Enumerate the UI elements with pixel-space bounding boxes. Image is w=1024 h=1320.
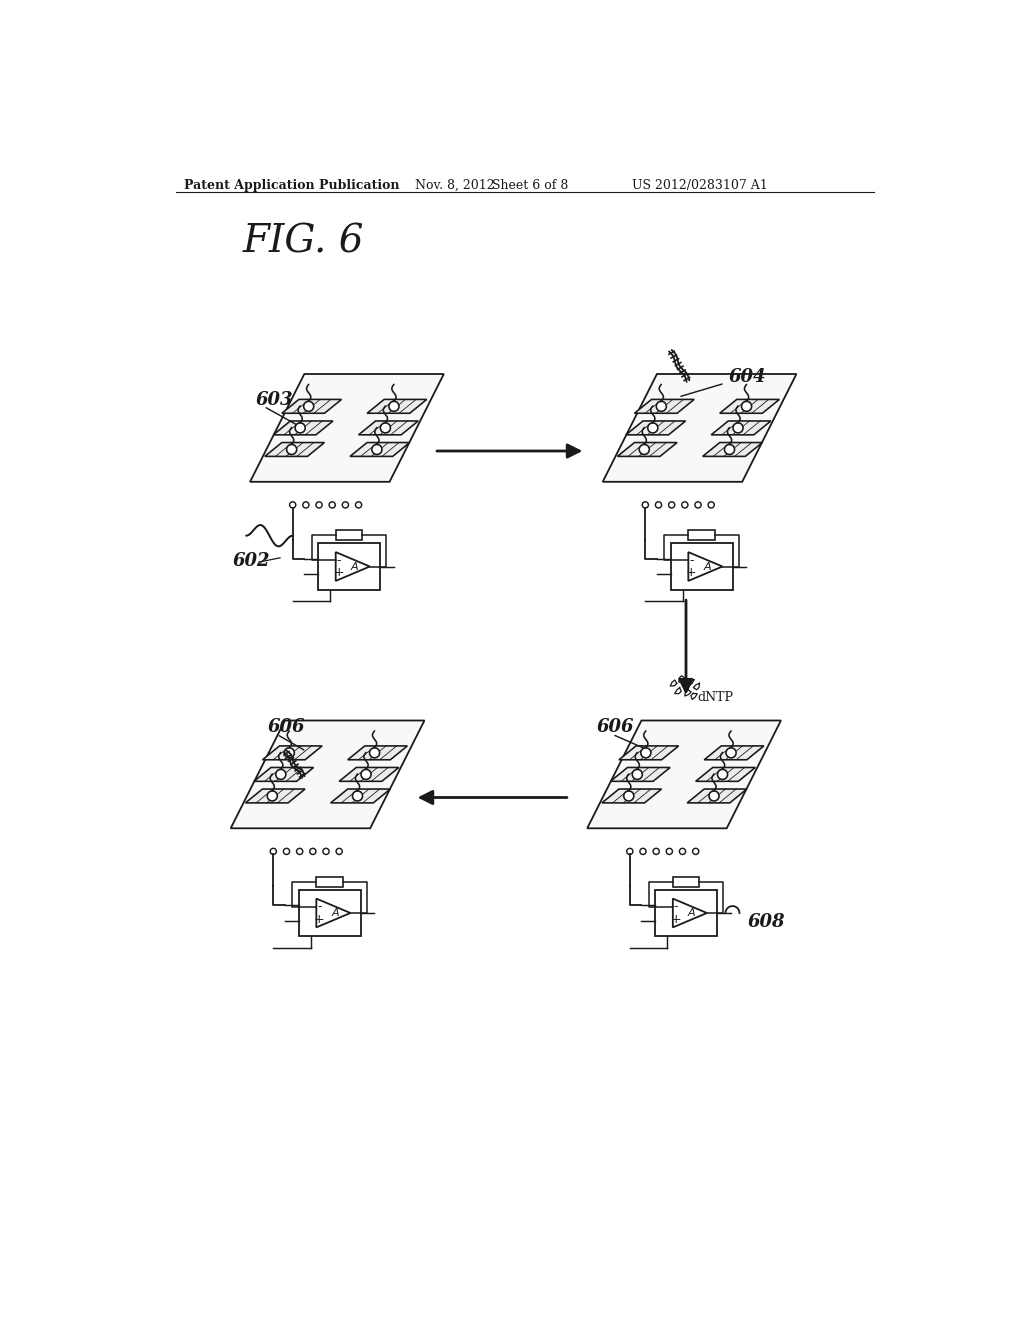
- Polygon shape: [273, 421, 333, 434]
- Text: US 2012/0283107 A1: US 2012/0283107 A1: [632, 180, 768, 193]
- Polygon shape: [254, 767, 313, 781]
- Text: -: -: [317, 900, 322, 913]
- Polygon shape: [687, 789, 746, 803]
- Polygon shape: [230, 721, 424, 829]
- Bar: [655, 890, 717, 936]
- Polygon shape: [702, 442, 762, 457]
- Circle shape: [724, 445, 734, 454]
- Text: Patent Application Publication: Patent Application Publication: [183, 180, 399, 193]
- Circle shape: [733, 422, 743, 433]
- Polygon shape: [587, 721, 781, 829]
- Polygon shape: [617, 442, 677, 457]
- Text: A: A: [687, 908, 695, 917]
- Bar: [317, 544, 380, 590]
- Polygon shape: [705, 746, 764, 760]
- Text: +: +: [686, 566, 696, 579]
- Text: -: -: [337, 554, 341, 566]
- Polygon shape: [720, 400, 779, 413]
- Circle shape: [361, 770, 371, 779]
- Text: 606: 606: [597, 718, 635, 737]
- Polygon shape: [635, 400, 694, 413]
- Text: Nov. 8, 2012: Nov. 8, 2012: [415, 180, 495, 193]
- Text: FIG. 6: FIG. 6: [243, 224, 365, 261]
- Text: 603: 603: [256, 391, 293, 409]
- Text: A: A: [331, 908, 339, 917]
- Polygon shape: [603, 374, 797, 482]
- Bar: [671, 544, 732, 590]
- Polygon shape: [712, 421, 771, 434]
- Circle shape: [267, 791, 278, 801]
- Circle shape: [380, 422, 390, 433]
- Circle shape: [639, 445, 649, 454]
- Circle shape: [741, 401, 752, 412]
- Circle shape: [632, 770, 642, 779]
- Circle shape: [352, 791, 362, 801]
- Circle shape: [648, 422, 657, 433]
- Text: +: +: [671, 912, 681, 925]
- Bar: [336, 531, 362, 540]
- Bar: [299, 890, 360, 936]
- Bar: [673, 876, 699, 887]
- Text: Sheet 6 of 8: Sheet 6 of 8: [493, 180, 568, 193]
- Polygon shape: [602, 789, 662, 803]
- Circle shape: [287, 445, 297, 454]
- Circle shape: [656, 401, 667, 412]
- Circle shape: [370, 748, 380, 758]
- Text: 602: 602: [232, 553, 270, 570]
- Polygon shape: [626, 421, 686, 434]
- Polygon shape: [610, 767, 670, 781]
- Circle shape: [285, 748, 294, 758]
- Circle shape: [275, 770, 286, 779]
- Circle shape: [624, 791, 634, 801]
- Text: 608: 608: [748, 913, 785, 931]
- Text: +: +: [314, 912, 325, 925]
- Text: 606: 606: [267, 718, 305, 737]
- Circle shape: [389, 401, 399, 412]
- Polygon shape: [348, 746, 408, 760]
- Text: -: -: [674, 900, 678, 913]
- Polygon shape: [250, 374, 443, 482]
- Circle shape: [641, 748, 651, 758]
- Text: 604: 604: [729, 368, 766, 385]
- Circle shape: [372, 445, 382, 454]
- Text: -: -: [689, 554, 693, 566]
- Polygon shape: [367, 400, 427, 413]
- Polygon shape: [618, 746, 679, 760]
- Polygon shape: [265, 442, 325, 457]
- Circle shape: [295, 422, 305, 433]
- Polygon shape: [262, 746, 323, 760]
- Polygon shape: [331, 789, 390, 803]
- Circle shape: [726, 748, 736, 758]
- Text: +: +: [334, 566, 344, 579]
- Bar: [688, 531, 715, 540]
- Polygon shape: [350, 442, 410, 457]
- Text: dNTP: dNTP: [697, 692, 733, 705]
- Circle shape: [304, 401, 313, 412]
- Bar: [316, 876, 343, 887]
- Text: A: A: [350, 561, 358, 572]
- Polygon shape: [695, 767, 756, 781]
- Text: A: A: [703, 561, 711, 572]
- Polygon shape: [339, 767, 399, 781]
- Circle shape: [718, 770, 728, 779]
- Circle shape: [709, 791, 719, 801]
- Polygon shape: [282, 400, 342, 413]
- Polygon shape: [358, 421, 418, 434]
- Polygon shape: [246, 789, 305, 803]
